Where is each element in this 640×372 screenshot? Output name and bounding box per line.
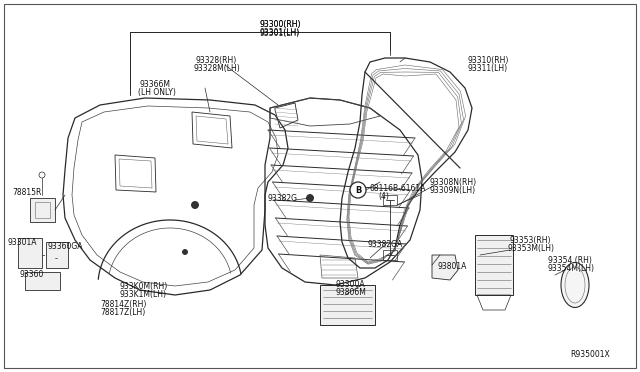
Text: 93300(RH): 93300(RH) bbox=[259, 20, 301, 29]
Text: 93354M(LH): 93354M(LH) bbox=[548, 264, 595, 273]
Ellipse shape bbox=[307, 195, 314, 202]
Text: 93353(RH): 93353(RH) bbox=[510, 236, 552, 245]
Text: 933K1M(LH): 933K1M(LH) bbox=[120, 290, 167, 299]
Polygon shape bbox=[475, 235, 513, 295]
Text: 93301A: 93301A bbox=[8, 238, 38, 247]
Text: 93300A: 93300A bbox=[335, 280, 365, 289]
Text: 93806M: 93806M bbox=[335, 288, 366, 297]
Text: 933K0M(RH): 933K0M(RH) bbox=[120, 282, 168, 291]
Text: B: B bbox=[355, 186, 361, 195]
Text: 93360: 93360 bbox=[20, 270, 44, 279]
Text: 93382G: 93382G bbox=[268, 194, 298, 203]
Ellipse shape bbox=[191, 202, 198, 208]
Text: 93353M(LH): 93353M(LH) bbox=[508, 244, 555, 253]
Text: 93328M(LH): 93328M(LH) bbox=[193, 64, 240, 73]
Text: 93360GA: 93360GA bbox=[48, 242, 83, 251]
Text: 93354 (RH): 93354 (RH) bbox=[548, 256, 592, 265]
Text: 93801A: 93801A bbox=[438, 262, 467, 271]
Text: 78814Z(RH): 78814Z(RH) bbox=[100, 300, 147, 309]
Polygon shape bbox=[18, 238, 42, 268]
Text: 78815R: 78815R bbox=[12, 188, 42, 197]
Text: (LH ONLY): (LH ONLY) bbox=[138, 88, 176, 97]
Text: 93382GA: 93382GA bbox=[368, 240, 403, 249]
Text: 93301(LH): 93301(LH) bbox=[260, 29, 300, 38]
Text: (4): (4) bbox=[378, 192, 389, 201]
Polygon shape bbox=[30, 198, 55, 222]
Ellipse shape bbox=[561, 263, 589, 308]
Text: 93301(LH): 93301(LH) bbox=[260, 28, 300, 37]
Text: 93300(RH): 93300(RH) bbox=[259, 20, 301, 29]
Text: 78817Z(LH): 78817Z(LH) bbox=[100, 308, 145, 317]
Ellipse shape bbox=[182, 250, 188, 254]
Text: 93309N(LH): 93309N(LH) bbox=[430, 186, 476, 195]
Text: 93308N(RH): 93308N(RH) bbox=[430, 178, 477, 187]
Polygon shape bbox=[320, 285, 375, 325]
Text: 08116B-6161A: 08116B-6161A bbox=[370, 184, 426, 193]
Polygon shape bbox=[46, 242, 68, 268]
Text: 93328(RH): 93328(RH) bbox=[195, 56, 236, 65]
Text: 93311(LH): 93311(LH) bbox=[468, 64, 508, 73]
Polygon shape bbox=[432, 255, 458, 280]
Polygon shape bbox=[25, 272, 60, 290]
Text: R935001X: R935001X bbox=[570, 350, 610, 359]
Text: 93366M: 93366M bbox=[140, 80, 171, 89]
Ellipse shape bbox=[350, 182, 366, 198]
Text: 93310(RH): 93310(RH) bbox=[468, 56, 509, 65]
